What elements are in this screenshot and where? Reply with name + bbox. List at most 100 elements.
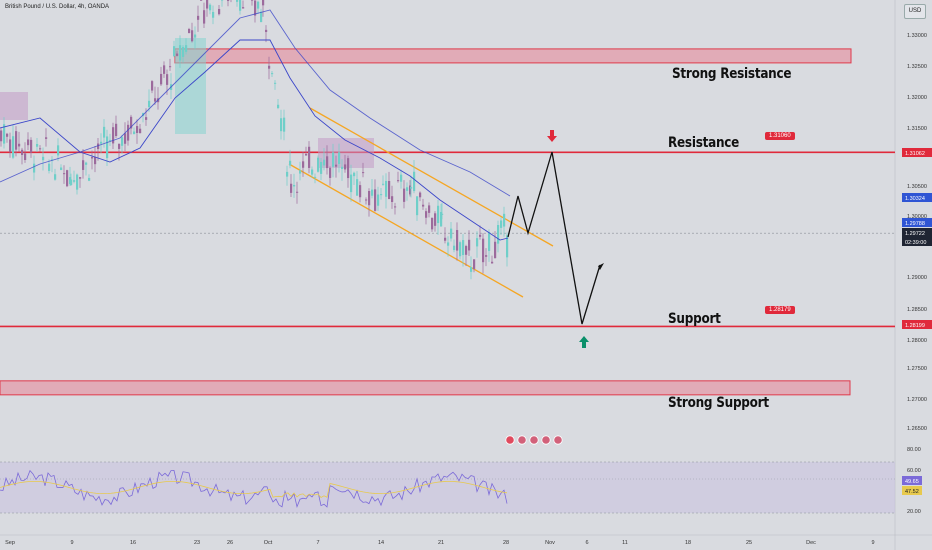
price-axis-tick: 1.33000 bbox=[907, 33, 927, 39]
candle-body bbox=[323, 159, 326, 166]
candle-body bbox=[289, 160, 292, 166]
candle-body bbox=[344, 164, 347, 170]
candle-body bbox=[66, 170, 69, 187]
candle-body bbox=[121, 137, 124, 146]
candle-body bbox=[459, 242, 462, 257]
candle-body bbox=[302, 161, 305, 168]
candle-body bbox=[57, 145, 60, 156]
candle-body bbox=[326, 156, 329, 169]
ma-tag-label: 1.29788 bbox=[905, 221, 925, 227]
candle-body bbox=[9, 139, 12, 152]
candle-body bbox=[163, 65, 166, 74]
candle-body bbox=[262, 0, 265, 6]
price-axis-tick: 1.28500 bbox=[907, 307, 927, 313]
candle-body bbox=[115, 123, 118, 137]
candle-body bbox=[39, 148, 42, 150]
rsi-axis-tick: 80.00 bbox=[907, 447, 921, 453]
candle-body bbox=[413, 171, 416, 192]
down-arrow-icon bbox=[547, 130, 557, 142]
candle-body bbox=[341, 166, 344, 170]
candle-body bbox=[79, 177, 82, 179]
price-axis-tick: 1.27500 bbox=[907, 366, 927, 372]
candle-body bbox=[63, 173, 66, 175]
candle-body bbox=[371, 189, 374, 196]
last-price-tag-bg bbox=[902, 228, 932, 237]
candle-body bbox=[191, 30, 194, 42]
candle-body bbox=[169, 66, 172, 68]
moving-average-fast bbox=[0, 39, 509, 241]
candle-body bbox=[221, 0, 224, 1]
price-axis-tick: 1.27000 bbox=[907, 397, 927, 403]
price-axis-tick: 1.32500 bbox=[907, 64, 927, 70]
candle-body bbox=[33, 163, 36, 173]
candle-body bbox=[476, 238, 479, 247]
channel-lower bbox=[288, 163, 524, 298]
candle-body bbox=[388, 180, 391, 200]
candle-body bbox=[148, 100, 151, 108]
projection-arrowhead bbox=[598, 263, 604, 270]
time-axis-tick: 14 bbox=[378, 540, 384, 546]
candle-body bbox=[218, 8, 221, 15]
candle-body bbox=[0, 130, 3, 142]
candle-body bbox=[470, 267, 473, 272]
candle-body bbox=[48, 163, 51, 171]
currency-button[interactable]: USD bbox=[904, 4, 926, 19]
candle-body bbox=[179, 45, 182, 61]
time-axis-tick: 18 bbox=[685, 540, 691, 546]
candle-body bbox=[76, 174, 79, 190]
candle-body bbox=[406, 187, 409, 191]
candle-body bbox=[347, 158, 350, 179]
candle-body bbox=[73, 180, 76, 182]
price-axis-tick: 1.31500 bbox=[907, 126, 927, 132]
price-axis-tick: 1.30500 bbox=[907, 184, 927, 190]
candle-body bbox=[283, 117, 286, 132]
candle-body bbox=[45, 137, 48, 139]
candle-body bbox=[397, 180, 400, 182]
moving-average-slow bbox=[0, 9, 511, 197]
time-axis-tick: 9 bbox=[871, 540, 874, 546]
candle-body bbox=[97, 143, 100, 150]
candle-body bbox=[109, 139, 112, 141]
candle-body bbox=[468, 239, 471, 251]
event-flag-icon bbox=[553, 435, 563, 445]
last-price-label: 02:39:00 bbox=[905, 240, 926, 246]
candle-body bbox=[260, 11, 263, 23]
candle-body bbox=[419, 192, 422, 198]
candle-body bbox=[182, 47, 185, 57]
candle-body bbox=[15, 131, 18, 150]
price-axis-tick: 1.32000 bbox=[907, 95, 927, 101]
candle-body bbox=[377, 194, 380, 206]
candle-body bbox=[173, 46, 176, 57]
candle-body bbox=[485, 255, 488, 257]
candle-body bbox=[365, 199, 368, 201]
candle-body bbox=[106, 136, 109, 159]
candle-body bbox=[166, 74, 169, 85]
candle-body bbox=[268, 65, 271, 69]
candle-body bbox=[441, 213, 444, 215]
resistance-price-tag: 1.31060 bbox=[765, 132, 795, 140]
candle-body bbox=[359, 185, 362, 198]
rsi-axis-tick: 60.00 bbox=[907, 468, 921, 474]
time-axis-tick: 6 bbox=[585, 540, 588, 546]
candle-body bbox=[160, 73, 163, 85]
candle-body bbox=[274, 82, 277, 84]
candle-body bbox=[139, 128, 142, 134]
candle-body bbox=[118, 143, 121, 149]
candle-body bbox=[362, 172, 365, 174]
candle-body bbox=[82, 160, 85, 170]
candle-body bbox=[444, 237, 447, 241]
event-flag-icon bbox=[505, 435, 515, 445]
candle-body bbox=[290, 183, 293, 193]
candle-body bbox=[403, 188, 406, 202]
candle-body bbox=[257, 1, 260, 9]
candle-body bbox=[239, 0, 242, 11]
candle-body bbox=[410, 187, 413, 189]
candle-body bbox=[506, 235, 509, 258]
candle-body bbox=[277, 104, 280, 109]
candle-body bbox=[18, 143, 21, 147]
candle-body bbox=[488, 232, 491, 251]
candle-body bbox=[335, 164, 338, 167]
candle-body bbox=[296, 191, 299, 193]
